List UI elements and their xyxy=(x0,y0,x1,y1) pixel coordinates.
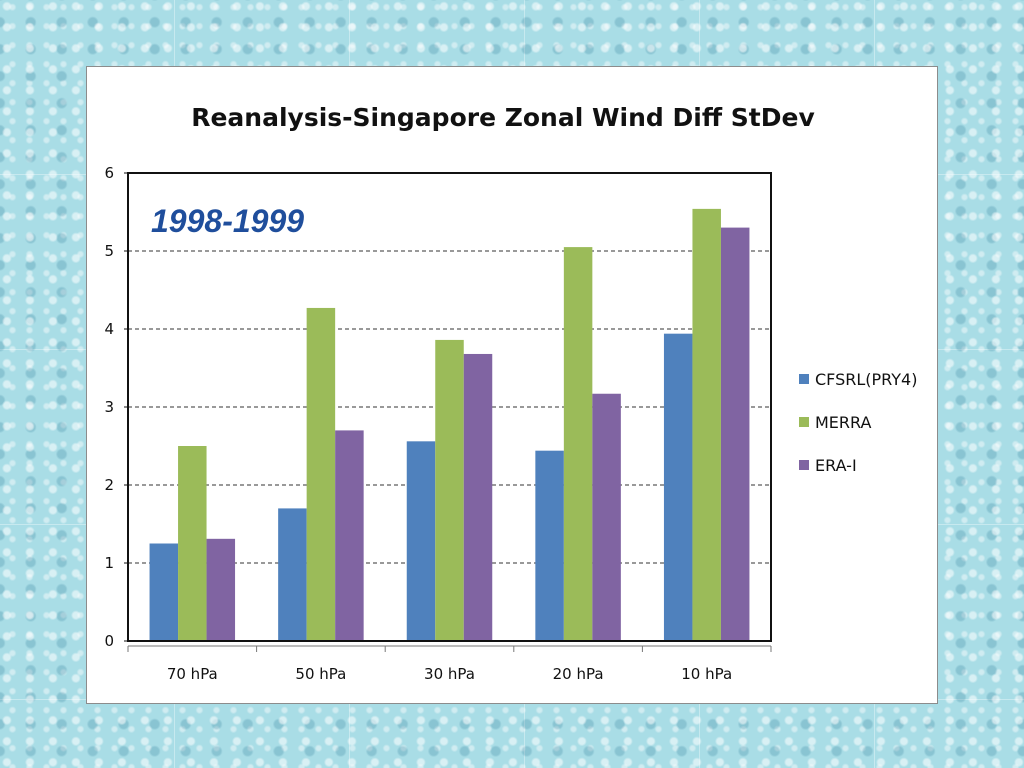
period-annotation: 1998-1999 xyxy=(151,203,304,239)
bar-era-i-2 xyxy=(463,353,493,641)
bar-merra-0 xyxy=(178,446,207,641)
y-tick-label: 0 xyxy=(104,632,114,650)
x-tick-label: 30 hPa xyxy=(424,665,475,683)
bar-era-i-0 xyxy=(206,538,236,641)
x-tick-label: 70 hPa xyxy=(167,665,218,683)
y-tick-label: 3 xyxy=(104,398,114,416)
bar-cfsrl-pry4-0 xyxy=(149,543,179,641)
chart-title: Reanalysis-Singapore Zonal Wind Diff StD… xyxy=(191,103,815,132)
legend-swatch xyxy=(799,460,809,470)
bar-era-i-4 xyxy=(720,227,750,641)
bar-era-i-1 xyxy=(335,430,364,641)
legend-swatch xyxy=(799,374,809,384)
bar-merra-4 xyxy=(692,208,721,641)
y-axis-ticks: 0 1 2 3 4 5 6 xyxy=(104,164,128,650)
bar-merra-2 xyxy=(435,339,464,641)
legend-label: ERA-I xyxy=(815,456,857,475)
x-axis-ticks: 70 hPa 50 hPa 30 hPa 20 hPa 10 hPa xyxy=(127,645,772,683)
bar-merra-1 xyxy=(306,307,336,641)
chart-panel: Reanalysis-Singapore Zonal Wind Diff StD… xyxy=(86,66,938,704)
gridlines xyxy=(128,250,771,564)
bar-chart: Reanalysis-Singapore Zonal Wind Diff StD… xyxy=(104,103,917,683)
legend-swatch xyxy=(799,417,809,427)
bar-cfsrl-pry4-1 xyxy=(278,508,307,641)
bar-merra-3 xyxy=(563,247,593,641)
legend-label: MERRA xyxy=(815,413,872,432)
bar-cfsrl-pry4-3 xyxy=(535,450,564,641)
x-tick-label: 50 hPa xyxy=(295,665,346,683)
y-tick-label: 2 xyxy=(104,476,114,494)
legend-label: CFSRL(PRY4) xyxy=(815,370,917,389)
y-tick-label: 4 xyxy=(104,320,114,338)
bar-era-i-3 xyxy=(592,393,621,641)
x-tick-label: 10 hPa xyxy=(681,665,732,683)
bars xyxy=(149,208,750,641)
x-tick-label: 20 hPa xyxy=(553,665,604,683)
bar-cfsrl-pry4-4 xyxy=(663,333,693,641)
y-tick-label: 5 xyxy=(104,242,114,260)
y-tick-label: 6 xyxy=(104,164,114,182)
bar-cfsrl-pry4-2 xyxy=(406,441,436,641)
legend: CFSRL(PRY4) MERRA ERA-I xyxy=(799,370,917,475)
y-tick-label: 1 xyxy=(104,554,114,572)
